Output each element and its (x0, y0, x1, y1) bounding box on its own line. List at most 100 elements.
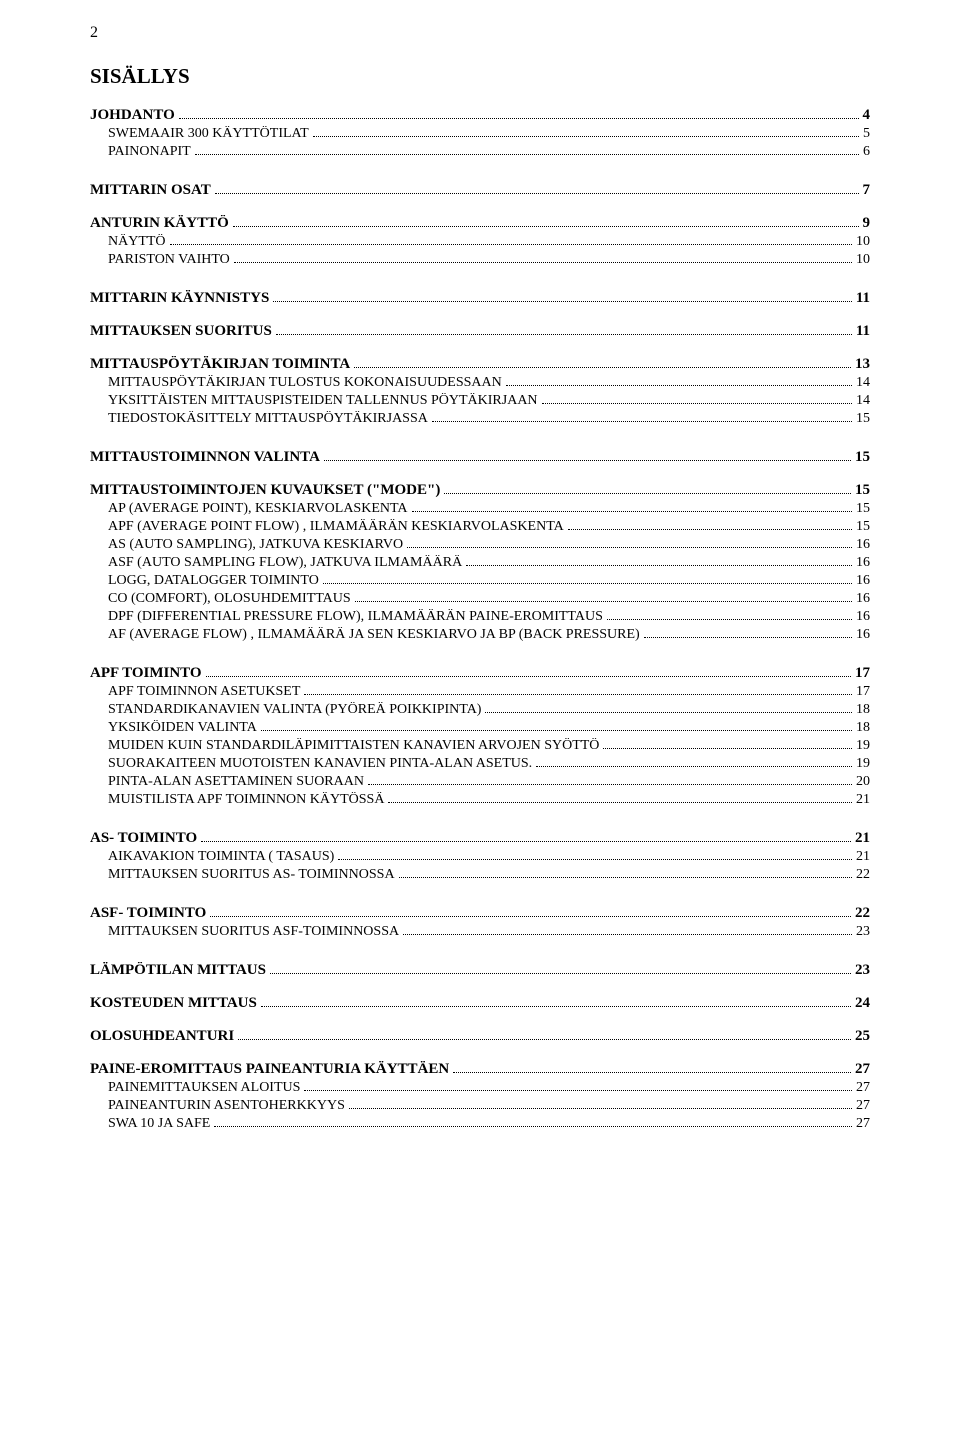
toc-entry-page: 23 (856, 924, 870, 940)
toc-entry: TIEDOSTOKÄSITTELY MITTAUSPÖYTÄKIRJASSA 1… (108, 411, 870, 427)
toc-entry-page: 9 (863, 215, 871, 232)
toc-entry: APF TOIMINNON ASETUKSET 17 (108, 684, 870, 700)
toc-entry-label: MUIDEN KUIN STANDARDILÄPIMITTAISTEN KANA… (108, 738, 599, 754)
toc-entry-label: AIKAVAKION TOIMINTA ( TASAUS) (108, 849, 334, 865)
toc-entry-page: 22 (856, 867, 870, 883)
toc-entry-page: 7 (863, 182, 871, 199)
toc-leader-dots (273, 301, 851, 302)
toc-leader-dots (412, 511, 852, 512)
toc-leader-dots (603, 748, 852, 749)
toc-entry-label: MITTAUSPÖYTÄKIRJAN TULOSTUS KOKONAISUUDE… (108, 375, 502, 391)
toc-entry-page: 23 (855, 962, 870, 979)
toc-entry-label: PARISTON VAIHTO (108, 252, 230, 268)
toc-entry: PAINEANTURIN ASENTOHERKKYYS 27 (108, 1098, 870, 1114)
toc-entry-label: MITTAUSPÖYTÄKIRJAN TOIMINTA (90, 356, 350, 373)
toc-entry-label: AF (AVERAGE FLOW) , ILMAMÄÄRÄ JA SEN KES… (108, 627, 640, 643)
toc-entry: KOSTEUDEN MITTAUS 24 (90, 995, 870, 1012)
toc-entry: MITTAUSPÖYTÄKIRJAN TOIMINTA 13 (90, 356, 870, 373)
toc-entry-label: CO (COMFORT), OLOSUHDEMITTAUS (108, 591, 351, 607)
toc-entry-page: 14 (856, 393, 870, 409)
toc-entry: ASF- TOIMINTO 22 (90, 905, 870, 922)
toc-entry: AP (AVERAGE POINT), KESKIARVOLASKENTA 15 (108, 501, 870, 517)
toc-entry-page: 19 (856, 738, 870, 754)
toc-entry-page: 17 (856, 684, 870, 700)
toc-entry: YKSIKÖIDEN VALINTA 18 (108, 720, 870, 736)
toc-entry: MUIDEN KUIN STANDARDILÄPIMITTAISTEN KANA… (108, 738, 870, 754)
toc-leader-dots (304, 694, 852, 695)
toc-entry-label: TIEDOSTOKÄSITTELY MITTAUSPÖYTÄKIRJASSA (108, 411, 428, 427)
toc-leader-dots (304, 1090, 852, 1091)
toc-entry-label: LÄMPÖTILAN MITTAUS (90, 962, 266, 979)
toc-leader-dots (644, 637, 852, 638)
toc-entry-page: 18 (856, 720, 870, 736)
toc-entry-label: MUISTILISTA APF TOIMINNON KÄYTÖSSÄ (108, 792, 384, 808)
toc-entry-label: ASF (AUTO SAMPLING FLOW), JATKUVA ILMAMÄ… (108, 555, 462, 571)
toc-leader-dots (238, 1039, 851, 1040)
toc-leader-dots (453, 1072, 851, 1073)
toc-entry-page: 27 (856, 1080, 870, 1096)
toc-leader-dots (485, 712, 852, 713)
toc-leader-dots (234, 262, 852, 263)
toc-leader-dots (276, 334, 852, 335)
toc-entry-page: 27 (855, 1061, 870, 1078)
toc-entry: AIKAVAKION TOIMINTA ( TASAUS) 21 (108, 849, 870, 865)
toc-entry-label: MITTAUKSEN SUORITUS ASF-TOIMINNOSSA (108, 924, 399, 940)
toc-leader-dots (214, 1126, 852, 1127)
toc-title: SISÄLLYS (90, 64, 870, 89)
toc-entry: YKSITTÄISTEN MITTAUSPISTEIDEN TALLENNUS … (108, 393, 870, 409)
toc-entry: SWA 10 JA SAFE 27 (108, 1116, 870, 1132)
toc-entry-page: 11 (856, 290, 870, 307)
toc-entry-page: 16 (856, 573, 870, 589)
toc-leader-dots (179, 118, 859, 119)
toc-entry: LOGG, DATALOGGER TOIMINTO 16 (108, 573, 870, 589)
toc-entry-label: SUORAKAITEEN MUOTOISTEN KANAVIEN PINTA-A… (108, 756, 532, 772)
toc-entry: MITTAUKSEN SUORITUS ASF-TOIMINNOSSA 23 (108, 924, 870, 940)
toc-entry-label: JOHDANTO (90, 107, 175, 124)
toc-leader-dots (403, 934, 852, 935)
page-number: 2 (90, 24, 870, 42)
toc-entry-page: 11 (856, 323, 870, 340)
toc-entry-page: 16 (856, 609, 870, 625)
toc-leader-dots (261, 730, 852, 731)
toc-entry-page: 10 (856, 252, 870, 268)
toc-entry: PAINE-EROMITTAUS PAINEANTURIA KÄYTTÄEN 2… (90, 1061, 870, 1078)
toc-entry-label: KOSTEUDEN MITTAUS (90, 995, 257, 1012)
toc-entry-label: LOGG, DATALOGGER TOIMINTO (108, 573, 319, 589)
toc-entry-label: AS (AUTO SAMPLING), JATKUVA KESKIARVO (108, 537, 403, 553)
toc-entry-label: STANDARDIKANAVIEN VALINTA (PYÖREÄ POIKKI… (108, 702, 481, 718)
toc-entry-label: SWA 10 JA SAFE (108, 1116, 210, 1132)
toc-entry: ANTURIN KÄYTTÖ 9 (90, 215, 870, 232)
toc-entry-page: 20 (856, 774, 870, 790)
toc-entry: SWEMAAIR 300 KÄYTTÖTILAT 5 (108, 126, 870, 142)
toc-entry-page: 24 (855, 995, 870, 1012)
toc-entry-page: 27 (856, 1098, 870, 1114)
toc-leader-dots (506, 385, 852, 386)
toc-entry-page: 5 (863, 126, 870, 142)
toc-entry: DPF (DIFFERENTIAL PRESSURE FLOW), ILMAMÄ… (108, 609, 870, 625)
toc-entry-label: MITTAUSTOIMINTOJEN KUVAUKSET ("MODE") (90, 482, 440, 499)
toc-entry: MITTAUSTOIMINTOJEN KUVAUKSET ("MODE") 15 (90, 482, 870, 499)
toc-leader-dots (338, 859, 852, 860)
toc-entry-page: 4 (863, 107, 871, 124)
toc-entry-label: MITTAUKSEN SUORITUS AS- TOIMINNOSSA (108, 867, 395, 883)
toc-leader-dots (270, 973, 851, 974)
toc-leader-dots (195, 154, 859, 155)
toc-entry-label: AP (AVERAGE POINT), KESKIARVOLASKENTA (108, 501, 408, 517)
toc-entry-label: OLOSUHDEANTURI (90, 1028, 234, 1045)
toc-entry-page: 22 (855, 905, 870, 922)
toc-entry: JOHDANTO 4 (90, 107, 870, 124)
toc-leader-dots (368, 784, 852, 785)
toc-entry: MITTARIN KÄYNNISTYS 11 (90, 290, 870, 307)
toc-entry-page: 27 (856, 1116, 870, 1132)
toc-leader-dots (349, 1108, 852, 1109)
toc-entry: NÄYTTÖ 10 (108, 234, 870, 250)
toc-leader-dots (432, 421, 852, 422)
toc-entry-page: 21 (856, 792, 870, 808)
toc-leader-dots (324, 460, 851, 461)
toc-entry: PAINEMITTAUKSEN ALOITUS 27 (108, 1080, 870, 1096)
toc-entry: OLOSUHDEANTURI 25 (90, 1028, 870, 1045)
toc-entry-label: MITTAUSTOIMINNON VALINTA (90, 449, 320, 466)
toc-entry-page: 16 (856, 537, 870, 553)
toc-entry-page: 18 (856, 702, 870, 718)
toc-entry: AF (AVERAGE FLOW) , ILMAMÄÄRÄ JA SEN KES… (108, 627, 870, 643)
